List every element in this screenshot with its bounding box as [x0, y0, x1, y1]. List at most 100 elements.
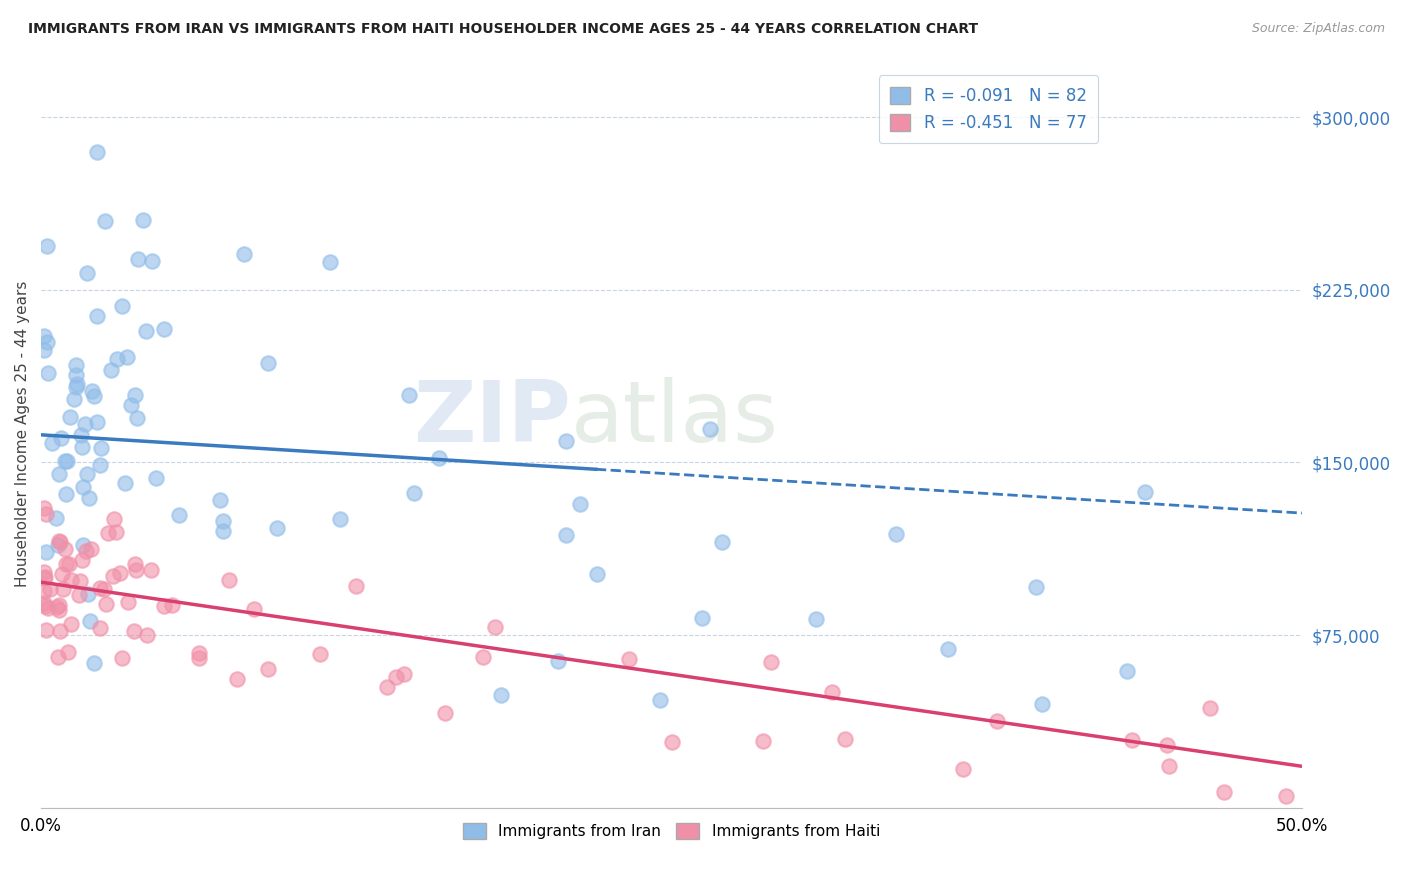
Point — [60, 573, 83, 587]
Point — [48, 467, 70, 481]
Point — [489, 689, 512, 703]
Point — [55, 487, 77, 501]
Point — [80, 541, 103, 556]
Point — [209, 493, 232, 508]
Point — [53, 542, 76, 557]
Point — [111, 299, 134, 313]
Point — [135, 324, 157, 338]
Point — [884, 526, 907, 541]
Point — [619, 652, 641, 666]
Point — [72, 537, 94, 551]
Point — [72, 553, 94, 567]
Point — [53, 453, 76, 467]
Legend: Immigrants from Iran, Immigrants from Haiti: Immigrants from Iran, Immigrants from Ha… — [457, 817, 886, 845]
Point — [35, 335, 58, 350]
Point — [63, 392, 86, 406]
Point — [834, 731, 856, 746]
Point — [648, 693, 671, 707]
Point — [1121, 733, 1143, 747]
Point — [226, 672, 249, 686]
Point — [117, 595, 139, 609]
Point — [392, 666, 415, 681]
Point — [152, 599, 174, 614]
Point — [45, 600, 67, 615]
Point — [145, 471, 167, 485]
Point — [48, 534, 70, 549]
Point — [66, 377, 89, 392]
Point — [59, 616, 82, 631]
Point — [257, 662, 280, 676]
Point — [160, 598, 183, 612]
Point — [554, 434, 576, 448]
Point — [1199, 701, 1222, 715]
Point — [139, 564, 162, 578]
Point — [404, 485, 426, 500]
Point — [32, 329, 55, 343]
Point — [89, 458, 111, 473]
Point — [554, 527, 576, 541]
Point — [48, 624, 70, 638]
Point — [32, 343, 55, 358]
Point — [309, 647, 332, 661]
Point — [319, 255, 342, 269]
Point — [243, 602, 266, 616]
Point — [37, 367, 59, 381]
Point — [32, 565, 55, 579]
Point — [806, 612, 828, 626]
Point — [34, 569, 56, 583]
Point — [266, 520, 288, 534]
Point — [711, 535, 734, 549]
Point — [79, 614, 101, 628]
Point — [48, 598, 70, 612]
Point — [52, 582, 75, 596]
Point — [108, 566, 131, 580]
Point — [127, 410, 149, 425]
Point — [86, 415, 108, 429]
Point — [32, 571, 55, 585]
Point — [124, 388, 146, 402]
Point — [821, 685, 844, 699]
Point — [427, 450, 450, 465]
Point — [103, 512, 125, 526]
Point — [132, 213, 155, 227]
Point — [35, 623, 58, 637]
Point — [41, 435, 63, 450]
Point — [34, 599, 56, 614]
Point — [51, 566, 73, 581]
Point — [585, 566, 607, 581]
Point — [75, 543, 97, 558]
Point — [1133, 485, 1156, 500]
Point — [37, 238, 59, 252]
Point — [45, 511, 67, 525]
Point — [1031, 697, 1053, 711]
Point — [101, 569, 124, 583]
Point — [32, 595, 55, 609]
Text: ZIP: ZIP — [413, 377, 571, 460]
Point — [547, 655, 569, 669]
Point — [49, 431, 72, 445]
Point — [344, 579, 367, 593]
Point — [329, 512, 352, 526]
Point — [661, 735, 683, 749]
Text: Source: ZipAtlas.com: Source: ZipAtlas.com — [1251, 22, 1385, 36]
Point — [76, 267, 98, 281]
Point — [690, 611, 713, 625]
Point — [1025, 580, 1047, 594]
Point — [434, 706, 457, 720]
Point — [1156, 738, 1178, 752]
Text: atlas: atlas — [571, 377, 779, 460]
Point — [211, 524, 233, 539]
Point — [65, 368, 87, 383]
Point — [141, 254, 163, 268]
Point — [105, 525, 128, 540]
Point — [32, 501, 55, 516]
Point — [69, 574, 91, 588]
Point — [56, 454, 79, 468]
Point — [89, 581, 111, 595]
Point — [65, 380, 87, 394]
Point — [257, 356, 280, 370]
Point — [76, 587, 98, 601]
Point — [70, 427, 93, 442]
Point — [153, 322, 176, 336]
Point — [125, 563, 148, 577]
